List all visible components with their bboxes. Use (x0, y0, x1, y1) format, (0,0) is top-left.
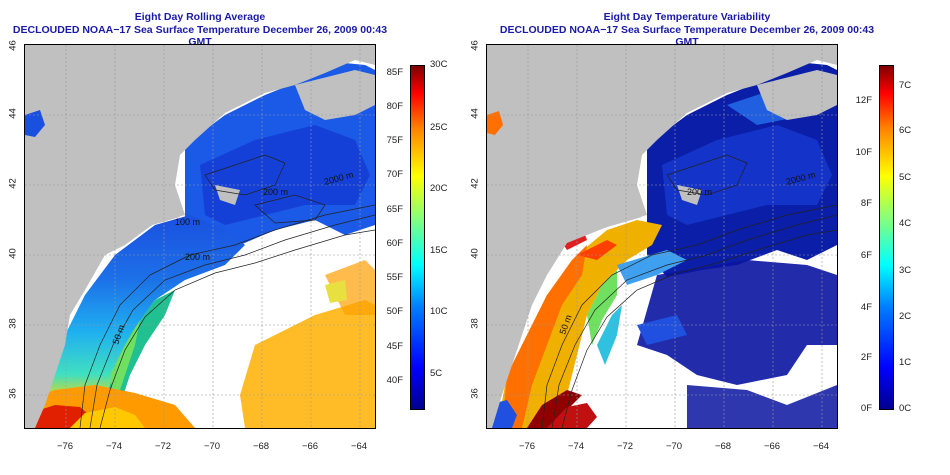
map-canvas: 50 m 2000 m 200 m (487, 45, 837, 428)
y-tick-label: 36 (469, 388, 481, 399)
y-tick-label: 46 (469, 40, 481, 51)
colorbar-label-c: 0C (899, 403, 912, 414)
x-tick-label: −70 (203, 441, 221, 452)
contour-label: 200 m (687, 187, 712, 197)
x-tick-label: −70 (665, 441, 683, 452)
colorbar-label-f: 2F (860, 352, 872, 363)
colorbar-label-c: 3C (899, 265, 912, 276)
sst-variability-map: 50 m 2000 m 200 m (486, 44, 838, 429)
x-tick-label: −66 (763, 441, 781, 452)
map-canvas: 50 m 200 m 100 m 2000 m 200 m (25, 45, 375, 428)
colorbar-label-c: 10C (430, 306, 448, 317)
x-tick-label: −72 (616, 441, 634, 452)
x-tick-label: −68 (252, 441, 270, 452)
sst-average-panel: Eight Day Rolling Average DECLOUDED NOAA… (7, 11, 448, 452)
colorbar-label-c: 7C (899, 80, 912, 91)
y-tick-label: 38 (469, 318, 481, 329)
colorbar-label-f: 75F (386, 135, 403, 146)
x-tick-label: −72 (154, 441, 172, 452)
colorbar-label-f: 80F (386, 101, 403, 112)
y-tick-label: 46 (7, 40, 19, 51)
x-tick-label: −66 (301, 441, 319, 452)
x-tick-label: −68 (714, 441, 732, 452)
x-tick-label: −64 (350, 441, 368, 452)
y-tick-label: 44 (469, 108, 481, 119)
x-tick-label: −76 (56, 441, 74, 452)
colorbar-label-f: 55F (386, 272, 403, 283)
colorbar-label-c: 4C (899, 218, 912, 229)
colorbar-label-f: 50F (386, 306, 403, 317)
y-tick-label: 40 (469, 248, 481, 259)
colorbar-label-c: 6C (899, 125, 912, 136)
colorbar-label-c: 20C (430, 183, 448, 194)
colorbar-label-f: 4F (860, 302, 872, 313)
colorbar-label-c: 5C (899, 172, 912, 183)
sst-variability-panel: Eight Day Temperature Variability DECLOU… (470, 0, 950, 475)
y-tick-label: 36 (7, 388, 19, 399)
contour-label: 200 m (263, 187, 288, 197)
colorbar-label-f: 70F (386, 169, 403, 180)
panel-title: Eight Day Rolling Average (134, 11, 266, 23)
colorbar-label-c: 5C (430, 368, 443, 379)
colorbar-label-c: 2C (899, 311, 912, 322)
colorbar-label-f: 40F (386, 375, 403, 386)
colorbar-label-f: 45F (386, 341, 403, 352)
sst-average-map: 50 m 200 m 100 m 2000 m 200 m (24, 44, 376, 429)
colorbar-label-c: 15C (430, 245, 448, 256)
colorbar-label-c: 1C (899, 357, 912, 368)
y-tick-label: 40 (7, 248, 19, 259)
x-tick-label: −64 (812, 441, 830, 452)
colorbar-label-f: 65F (386, 204, 403, 215)
x-tick-label: −74 (567, 441, 585, 452)
y-tick-label: 42 (7, 178, 19, 189)
colorbar-label-f: 0F (860, 403, 872, 414)
colorbar-label-f: 8F (860, 198, 872, 209)
y-tick-label: 38 (7, 318, 19, 329)
y-tick-label: 44 (7, 108, 19, 119)
x-tick-label: −74 (105, 441, 123, 452)
y-tick-label: 42 (469, 178, 481, 189)
colorbar-label-f: 12F (855, 95, 872, 106)
colorbar-label-f: 60F (386, 238, 403, 249)
colorbar-label-f: 6F (860, 250, 872, 261)
colorbar-label-f: 85F (386, 67, 403, 78)
colorbar-label-f: 10F (855, 147, 872, 158)
colorbar-label-c: 30C (430, 59, 448, 70)
x-tick-label: −76 (518, 441, 536, 452)
colorbar (879, 65, 894, 410)
panel-title: Eight Day Temperature Variability (603, 11, 771, 23)
colorbar-label-c: 25C (430, 122, 448, 133)
colorbar (410, 65, 425, 410)
contour-label: 100 m (175, 217, 200, 227)
contour-label: 200 m (185, 252, 210, 262)
